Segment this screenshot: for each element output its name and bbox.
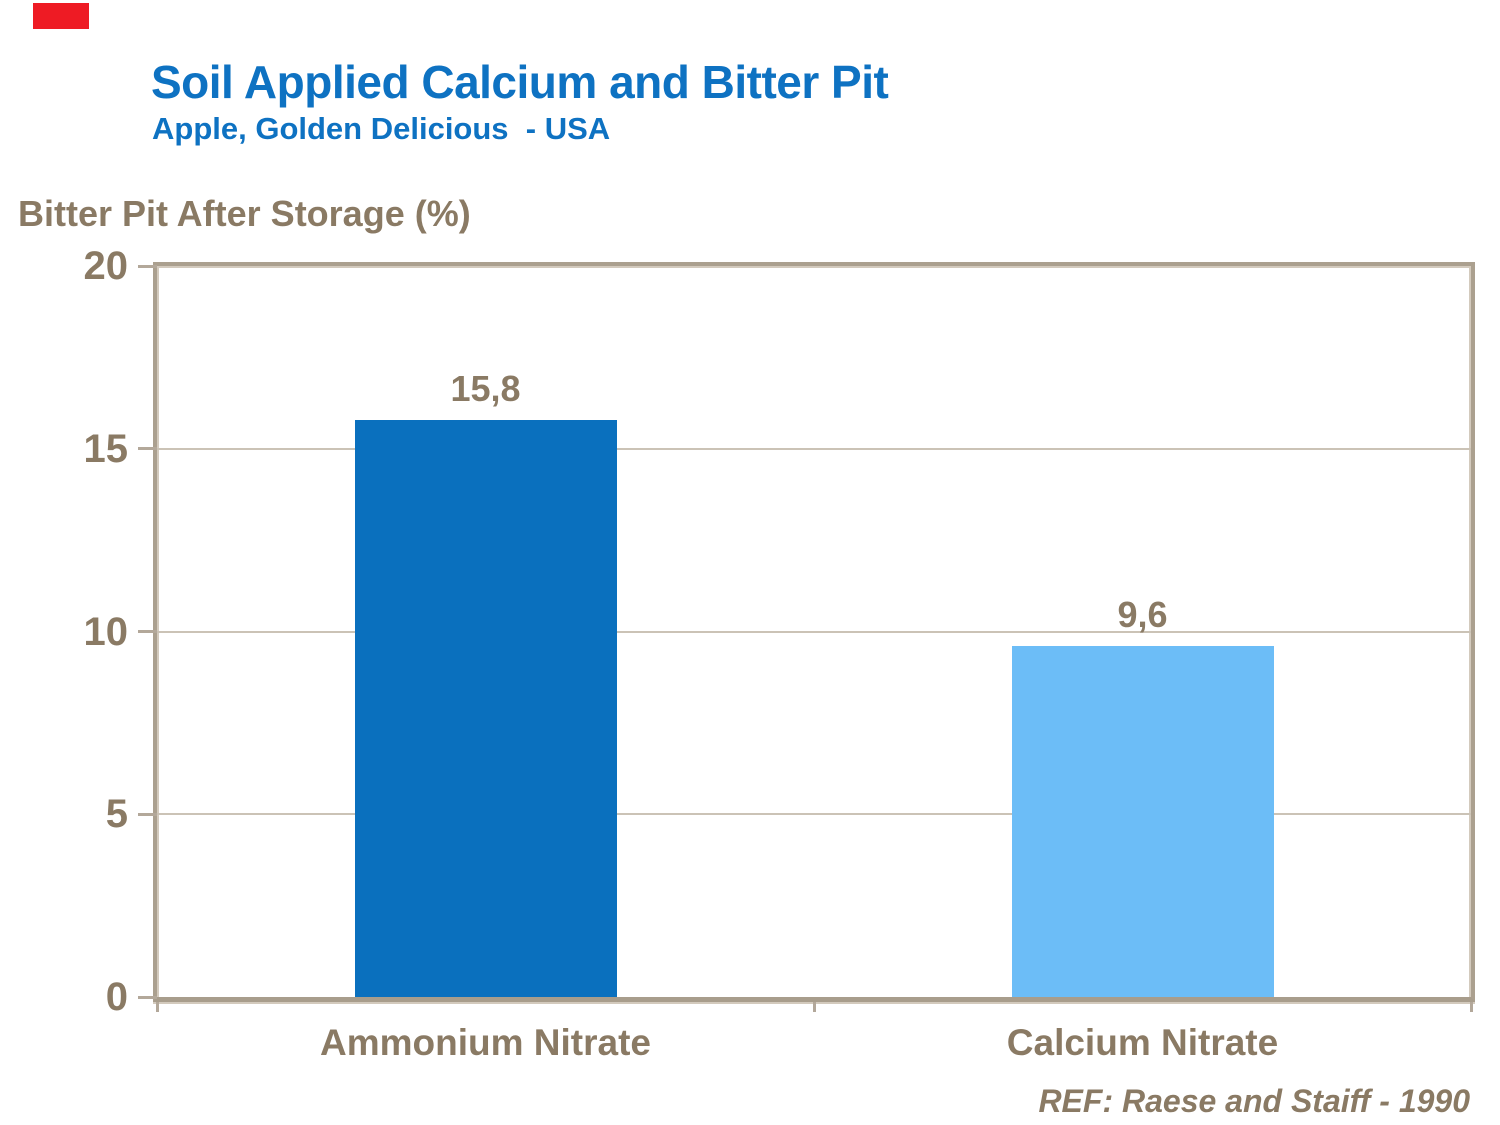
x-axis-tick-mark-1 [812,1002,816,1012]
y-gridline-15 [157,447,1471,450]
y-gridline-5 [157,813,1471,816]
y-gridline-10 [157,630,1471,633]
y-axis-title: Bitter Pit After Storage (%) [18,193,471,234]
bar-calcium-nitrate [1011,646,1274,997]
y-axis-tick-label-5: 5 [105,792,128,837]
x-axis-tick-mark-0 [155,1002,159,1012]
x-axis-category-label-ammonium-nitrate: Ammonium Nitrate [320,1022,651,1063]
bar-value-label-calcium-nitrate: 9,6 [1117,594,1168,636]
x-axis-tick-mark-2 [1469,1002,1473,1012]
y-axis-tick-mark-0 [138,995,157,999]
red-corner-mark [33,3,89,29]
reference-note: REF: Raese and Staiff - 1990 [1038,1083,1470,1119]
y-axis-tick-label-20: 20 [83,244,129,288]
y-axis-tick-mark-15 [138,447,157,451]
bar-value-label-ammonium-nitrate: 15,8 [450,367,521,409]
y-axis-tick-label-0: 0 [105,975,128,1019]
y-axis-tick-label-10: 10 [83,609,129,654]
y-axis-tick-mark-5 [138,812,157,816]
plot-area: 15,8 9,6 [153,262,1475,1002]
chart-subtitle: Apple, Golden Delicious - USA [152,111,611,146]
chart-title: Soil Applied Calcium and Bitter Pit [151,56,889,108]
y-axis-tick-mark-20 [138,264,157,268]
y-axis-tick-label-15: 15 [83,426,129,471]
y-axis-tick-mark-10 [138,630,157,633]
x-axis-category-label-calcium-nitrate: Calcium Nitrate [1006,1022,1279,1063]
bar-ammonium-nitrate [354,419,617,997]
